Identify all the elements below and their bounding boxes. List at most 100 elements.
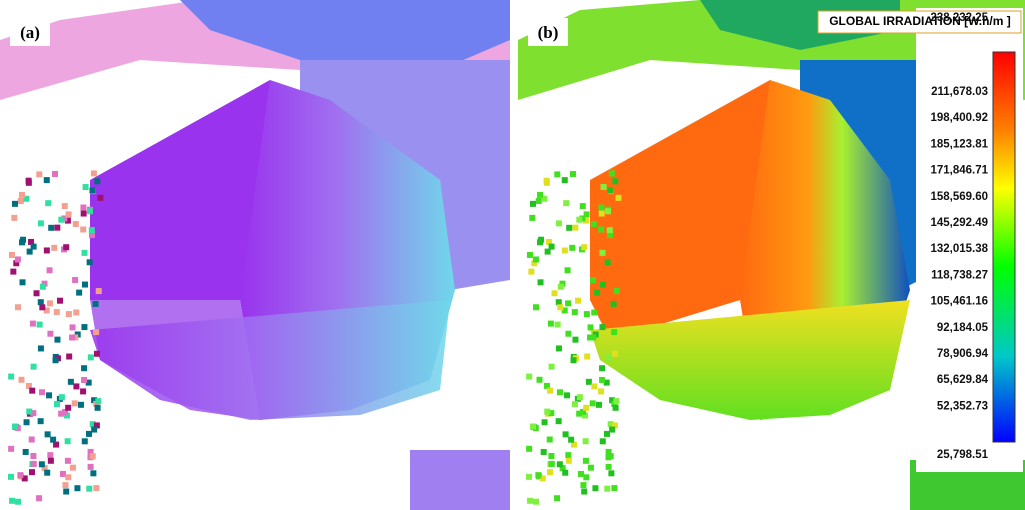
figure: (a) (b) GLOBAL IRRADIATION [W.h/m ] 238,… bbox=[0, 0, 1025, 510]
point bbox=[599, 365, 605, 371]
panel-label: (a) bbox=[20, 23, 40, 42]
point bbox=[29, 388, 35, 394]
point bbox=[31, 461, 37, 467]
point bbox=[72, 277, 78, 283]
point bbox=[26, 178, 32, 184]
color-bar bbox=[993, 52, 1015, 442]
point bbox=[38, 220, 44, 226]
point bbox=[562, 177, 568, 183]
point bbox=[599, 211, 605, 217]
point bbox=[47, 267, 53, 273]
point bbox=[544, 178, 550, 184]
point bbox=[44, 470, 50, 476]
point bbox=[39, 304, 45, 310]
point bbox=[90, 470, 96, 476]
point bbox=[548, 321, 554, 327]
point bbox=[62, 203, 68, 209]
point bbox=[54, 401, 60, 407]
point bbox=[600, 250, 606, 256]
point bbox=[608, 470, 614, 476]
point bbox=[587, 334, 593, 340]
point bbox=[20, 279, 26, 285]
point bbox=[94, 178, 100, 184]
point bbox=[575, 298, 581, 304]
legend-tick-label: 78,906.94 bbox=[937, 348, 989, 360]
point bbox=[615, 195, 621, 201]
point bbox=[54, 225, 60, 231]
point bbox=[611, 485, 617, 491]
point bbox=[578, 471, 584, 477]
point bbox=[562, 470, 568, 476]
point bbox=[569, 245, 575, 251]
point bbox=[44, 177, 50, 183]
point bbox=[12, 201, 18, 207]
legend-tick-label: 198,400.92 bbox=[930, 112, 988, 124]
point bbox=[565, 267, 571, 273]
point bbox=[66, 211, 72, 217]
point bbox=[580, 203, 586, 209]
point bbox=[570, 171, 576, 177]
point bbox=[44, 247, 50, 253]
point bbox=[38, 345, 44, 351]
point bbox=[8, 474, 14, 480]
point bbox=[598, 226, 604, 232]
point bbox=[558, 284, 564, 290]
point bbox=[530, 423, 536, 429]
point bbox=[24, 419, 30, 425]
point bbox=[533, 499, 539, 505]
point bbox=[552, 290, 558, 296]
point bbox=[611, 329, 617, 335]
point bbox=[36, 171, 42, 177]
point bbox=[66, 311, 72, 317]
point bbox=[601, 184, 607, 190]
point bbox=[607, 187, 613, 193]
point bbox=[526, 474, 532, 480]
point bbox=[599, 377, 605, 383]
point bbox=[612, 351, 618, 357]
point bbox=[89, 187, 95, 193]
point bbox=[81, 377, 87, 383]
point bbox=[48, 225, 54, 231]
point bbox=[93, 301, 99, 307]
point bbox=[584, 211, 590, 217]
point bbox=[87, 259, 93, 265]
point bbox=[556, 220, 562, 226]
point bbox=[557, 389, 563, 395]
point bbox=[73, 221, 79, 227]
point bbox=[565, 300, 571, 306]
point bbox=[80, 226, 86, 232]
point bbox=[10, 269, 16, 275]
point bbox=[54, 309, 60, 315]
point bbox=[564, 392, 570, 398]
point bbox=[568, 437, 574, 443]
point bbox=[73, 310, 79, 316]
point bbox=[609, 170, 615, 176]
point bbox=[65, 474, 71, 480]
point bbox=[547, 469, 553, 475]
point bbox=[604, 486, 610, 492]
point bbox=[82, 250, 88, 256]
point bbox=[74, 485, 80, 491]
point bbox=[97, 195, 103, 201]
point bbox=[63, 489, 69, 495]
point bbox=[563, 200, 569, 206]
point bbox=[572, 337, 578, 343]
point bbox=[94, 351, 100, 357]
point bbox=[611, 301, 617, 307]
point bbox=[65, 438, 71, 444]
point bbox=[19, 192, 25, 198]
point bbox=[87, 208, 93, 214]
point bbox=[47, 331, 53, 337]
point bbox=[11, 215, 17, 221]
point bbox=[91, 427, 97, 433]
point bbox=[45, 431, 51, 437]
point bbox=[65, 458, 71, 464]
point bbox=[566, 458, 572, 464]
point bbox=[29, 437, 35, 443]
point bbox=[40, 284, 46, 290]
point bbox=[82, 438, 88, 444]
point bbox=[83, 184, 89, 190]
point bbox=[23, 449, 29, 455]
point bbox=[34, 290, 40, 296]
point bbox=[526, 374, 532, 380]
